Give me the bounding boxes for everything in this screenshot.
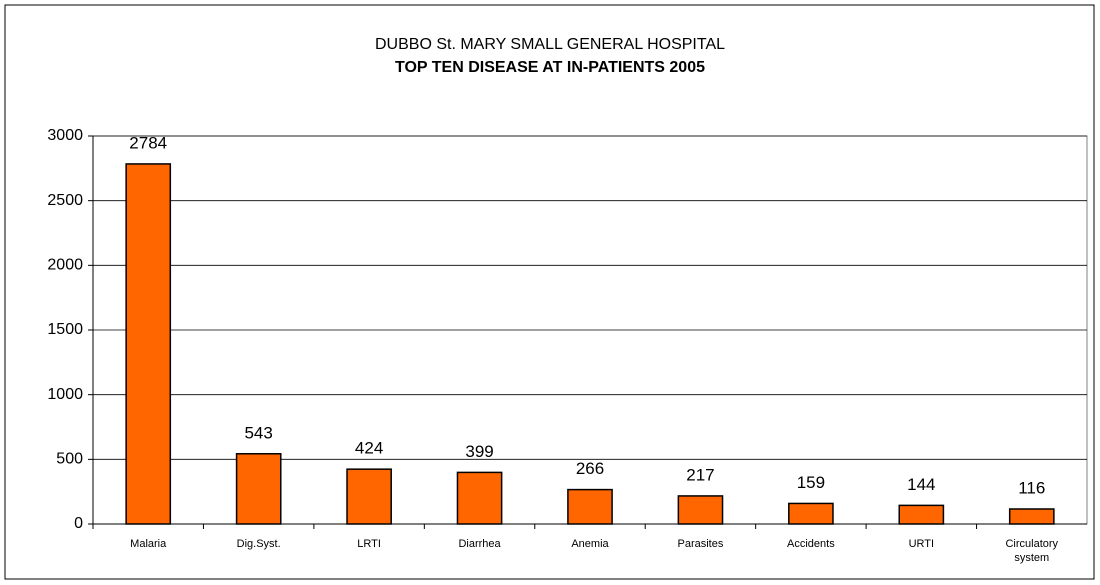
bar <box>677 495 724 525</box>
bar <box>1008 508 1055 525</box>
y-tick-label: 500 <box>56 451 83 468</box>
x-tick-label: Accidents <box>787 538 835 550</box>
bar <box>898 504 945 525</box>
value-label: 159 <box>797 473 825 492</box>
x-tick-label: URTI <box>908 538 935 550</box>
bar <box>788 502 834 525</box>
value-label: 424 <box>355 439 383 458</box>
x-tick-label: Diarrhea <box>458 538 501 550</box>
bar <box>235 453 282 525</box>
x-tick-label: Malaria <box>130 538 167 550</box>
bar <box>346 468 392 525</box>
value-label: 266 <box>576 459 604 478</box>
bar <box>567 488 613 525</box>
chart-frame <box>4 4 1095 580</box>
bar <box>125 163 172 525</box>
x-tick-label: Parasites <box>677 538 724 550</box>
x-tick-label: Dig.Syst. <box>236 538 281 550</box>
value-label: 144 <box>907 475 935 494</box>
y-tick-label: 0 <box>74 515 83 532</box>
x-tick-label: Anemia <box>571 538 609 550</box>
chart-subtitle: TOP TEN DISEASE AT IN-PATIENTS 2005 <box>395 59 705 76</box>
value-label: 2784 <box>129 133 167 152</box>
x-tick-label: Circulatory system <box>1005 538 1059 564</box>
y-tick-label: 1000 <box>47 386 83 403</box>
value-label: 543 <box>244 423 272 442</box>
value-label: 399 <box>465 442 493 461</box>
y-tick-label: 2500 <box>47 192 83 209</box>
y-tick-label: 3000 <box>47 127 83 144</box>
y-tick-label: 1500 <box>47 321 83 338</box>
value-label: 217 <box>686 465 714 484</box>
x-tick-label: LRTI <box>357 538 381 550</box>
y-tick-label: 2000 <box>47 257 83 274</box>
chart-title: DUBBO St. MARY SMALL GENERAL HOSPITAL <box>375 36 725 53</box>
bar <box>456 471 503 525</box>
value-label: 116 <box>1018 478 1045 497</box>
